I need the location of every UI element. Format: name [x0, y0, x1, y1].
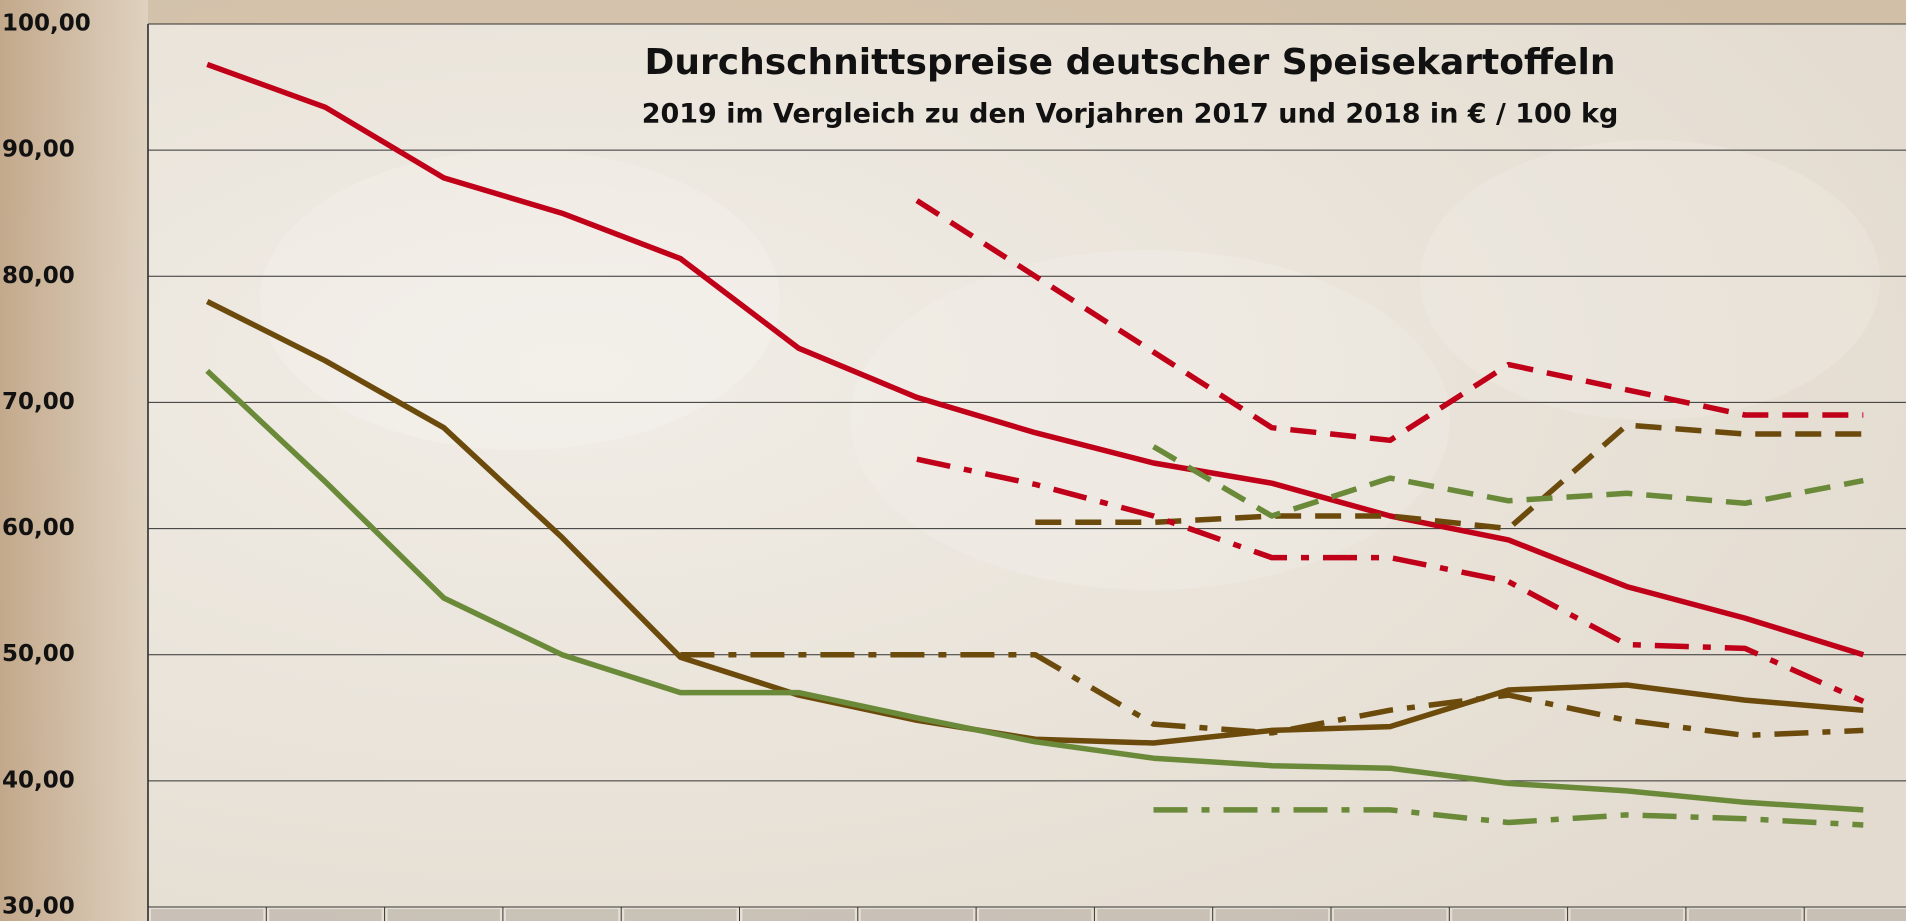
- x-tick-box: [505, 909, 619, 921]
- y-tick-label: 50,00: [2, 641, 75, 667]
- x-tick-box: [1688, 909, 1802, 921]
- x-tick-box: [269, 909, 382, 921]
- chart-subtitle: 2019 im Vergleich zu den Vorjahren 2017 …: [642, 99, 1619, 130]
- y-tick-label: 40,00: [2, 767, 75, 793]
- x-tick-box: [1570, 909, 1683, 921]
- x-tick-box: [742, 909, 855, 921]
- x-tick-box: [1215, 909, 1328, 921]
- x-tick-box: [387, 909, 500, 921]
- top-band: [148, 0, 1906, 24]
- series-line: [1153, 807, 1864, 828]
- series-line: [680, 651, 1864, 739]
- series-line: [916, 456, 1865, 704]
- bg-shape: [260, 150, 780, 450]
- x-tick-box: [1452, 909, 1565, 921]
- series-line: [915, 198, 1864, 444]
- x-tick-box: [151, 909, 264, 921]
- bg-shape: [850, 250, 1450, 590]
- x-tick-box: [1807, 909, 1906, 921]
- bg-shape: [1420, 140, 1880, 420]
- x-tick-box: [624, 909, 737, 921]
- y-tick-label: 70,00: [2, 389, 75, 415]
- y-tick-label: 90,00: [2, 137, 75, 163]
- y-tick-label: 80,00: [2, 263, 75, 289]
- chart-title: Durchschnittspreise deutscher Speisekart…: [645, 42, 1616, 83]
- y-tick-label: 30,00: [2, 894, 75, 920]
- x-tick-box: [979, 909, 1092, 921]
- x-tick-box: [860, 909, 974, 921]
- series-line: [1152, 444, 1864, 519]
- series-line: [205, 368, 1864, 813]
- x-tick-box: [1334, 909, 1447, 921]
- series-line: [206, 61, 1865, 658]
- x-tick-box: [1097, 909, 1210, 921]
- y-tick-label: 100,00: [2, 11, 91, 37]
- axis-background: [0, 0, 148, 921]
- y-tick-label: 60,00: [2, 515, 75, 541]
